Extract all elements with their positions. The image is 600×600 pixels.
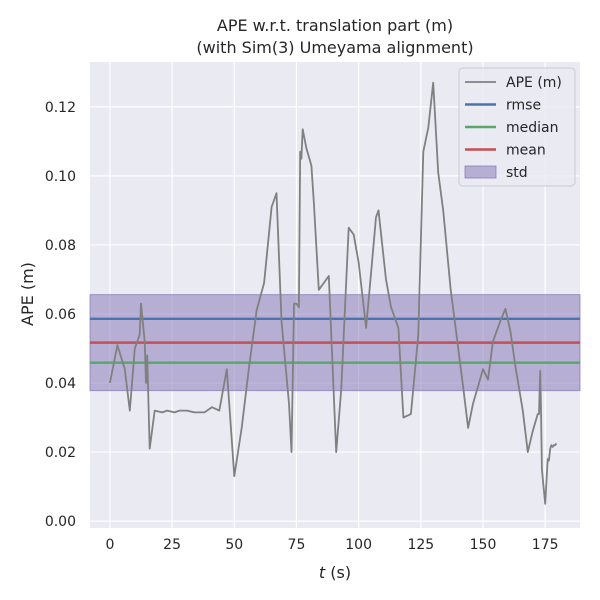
y-tick-label: 0.02: [45, 445, 76, 461]
chart-title-line-2: (with Sim(3) Umeyama alignment): [196, 38, 473, 57]
y-tick-label: 0.04: [45, 376, 76, 392]
x-tick-label: 0: [105, 537, 114, 553]
y-tick-label: 0.00: [45, 514, 76, 530]
x-axis-label: t (s): [319, 563, 351, 582]
legend-label-std: std: [506, 165, 528, 181]
y-tick-label: 0.08: [45, 238, 76, 254]
x-tick-label: 50: [225, 537, 243, 553]
y-axis-label: APE (m): [18, 262, 37, 326]
legend-label-median: median: [506, 120, 558, 136]
x-tick-label: 150: [470, 537, 497, 553]
x-tick-label: 75: [288, 537, 306, 553]
tick-labels: 0 25 50 75 100 125 150 175 0.00 0.02 0.04 0.06 0.08 0…: [45, 100, 559, 553]
x-tick-label: 25: [163, 537, 181, 553]
y-tick-label: 0.12: [45, 100, 76, 116]
x-tick-label: 175: [532, 537, 559, 553]
ape-series-line: [109, 81, 558, 505]
legend-swatch-std: [464, 165, 497, 179]
legend-label-ape: APE (m): [506, 75, 562, 91]
x-axis-label-var: t: [319, 563, 326, 582]
legend-box: [458, 67, 576, 187]
legend-label-mean: mean: [506, 143, 546, 159]
y-tick-label: 0.06: [45, 307, 76, 323]
x-axis-label-unit: (s): [325, 563, 351, 582]
series-layer: [109, 81, 558, 505]
stat-lines: [90, 317, 580, 364]
chart-title-line-1: APE w.r.t. translation part (m): [217, 16, 453, 35]
x-tick-label: 125: [407, 537, 434, 553]
legend: APE (m) rmse median mean std: [458, 67, 576, 187]
y-tick-label: 0.10: [45, 169, 76, 185]
legend-label-rmse: rmse: [506, 98, 541, 114]
x-tick-label: 100: [345, 537, 372, 553]
